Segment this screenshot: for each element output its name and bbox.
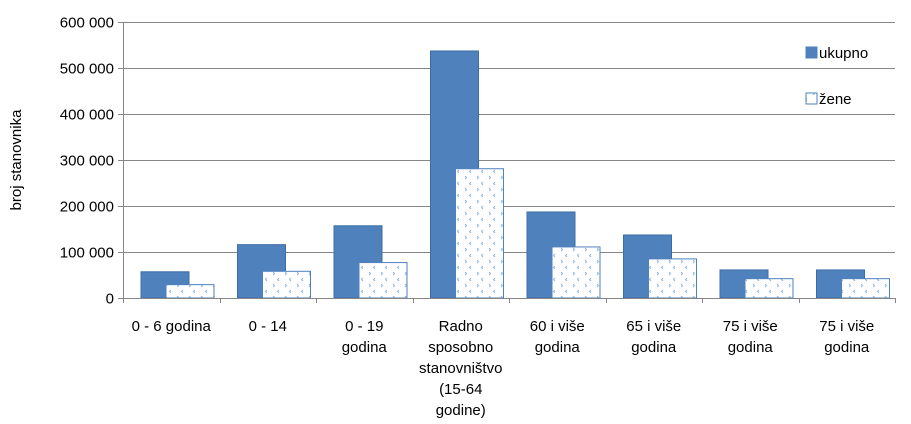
x-tick-label: godina [631, 339, 677, 356]
gridlines [123, 22, 895, 253]
x-tick-label: 65 i više [626, 318, 681, 335]
bar-zene [841, 278, 890, 299]
x-tick-label: 0 - 19 [345, 318, 383, 335]
x-tick-label: 75 i više [723, 318, 778, 335]
legend-swatch-ukupno [805, 46, 818, 59]
y-tick-label: 200 000 [60, 199, 114, 216]
x-tick-label: 60 i više [530, 318, 585, 335]
bar-zene [551, 246, 601, 299]
x-tick-label: 75 i više [819, 318, 874, 335]
y-tick-label: 600 000 [60, 15, 114, 32]
bar-zene [648, 258, 697, 299]
bar-zene [358, 262, 408, 299]
y-tick-label: 400 000 [60, 107, 114, 124]
bar-zene [262, 270, 311, 299]
x-tick-label: stanovništvo [419, 360, 502, 377]
x-tick-label: godina [824, 339, 870, 356]
x-tick-label: 0 - 6 godina [132, 318, 212, 335]
bar-zene [455, 168, 504, 299]
bars [140, 50, 890, 299]
legend: ukupno žene [805, 45, 868, 108]
x-tick-label: godina [342, 339, 388, 356]
x-tick-label: (15-64 [439, 381, 482, 398]
legend-label-zene: žene [819, 91, 852, 108]
x-tick-label: Radno [439, 318, 483, 335]
x-tick-label: 0 - 14 [249, 318, 287, 335]
y-tick-label: 500 000 [60, 61, 114, 78]
y-axis-title: broj stanovnika [8, 109, 25, 211]
axes: 0 100 000 200 000 300 000 400 000 500 000 600 … [8, 15, 896, 419]
x-tick-label: sposobno [428, 339, 493, 356]
legend-swatch-zene [805, 92, 818, 105]
legend-label-ukupno: ukupno [819, 45, 868, 62]
x-tick-label: godina [728, 339, 774, 356]
y-tick-label: 0 [106, 291, 114, 308]
x-tick-label: godine) [436, 402, 486, 419]
y-tick-label: 300 000 [60, 153, 114, 170]
y-tick-label: 100 000 [60, 245, 114, 262]
bar-zene [744, 278, 794, 299]
x-tick-label: godina [535, 339, 581, 356]
bar-zene [165, 284, 215, 299]
